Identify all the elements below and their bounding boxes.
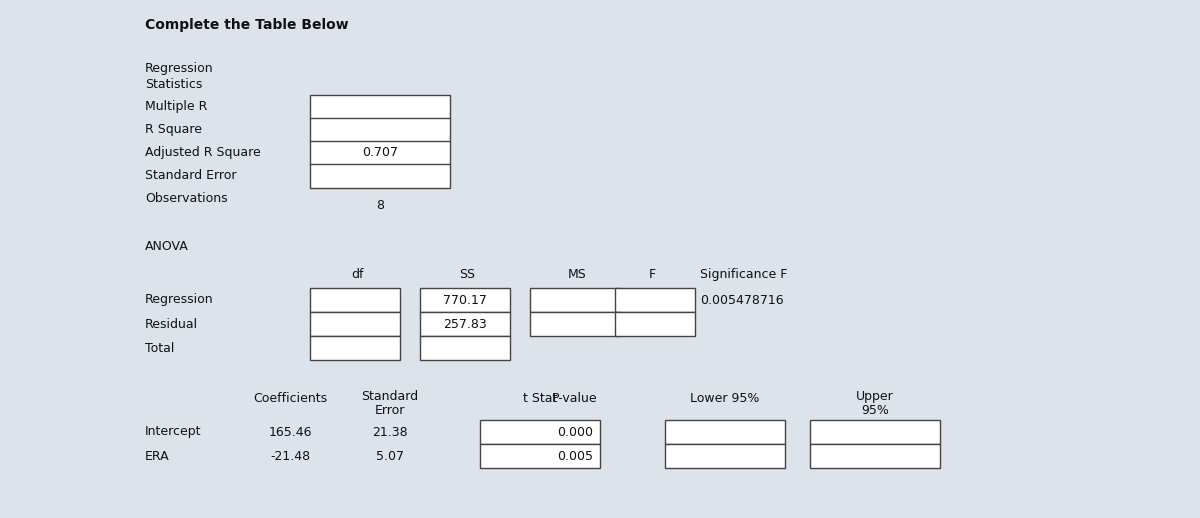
Bar — [530, 288, 620, 312]
Text: 0.005478716: 0.005478716 — [700, 294, 784, 307]
Bar — [810, 420, 940, 444]
Bar — [810, 444, 940, 468]
Text: 5.07: 5.07 — [376, 450, 404, 463]
Text: Standard: Standard — [361, 390, 419, 403]
Bar — [420, 336, 510, 360]
Text: Statistics: Statistics — [145, 78, 203, 91]
Text: Upper: Upper — [856, 390, 894, 403]
Text: P-value: P-value — [552, 392, 598, 405]
Bar — [310, 141, 450, 165]
Text: ERA: ERA — [145, 450, 169, 463]
Text: Total: Total — [145, 341, 174, 354]
Text: 21.38: 21.38 — [372, 425, 408, 439]
Text: Significance F: Significance F — [700, 268, 787, 281]
Text: SS: SS — [460, 268, 475, 281]
Bar — [310, 288, 400, 312]
Text: Regression: Regression — [145, 62, 214, 75]
Bar — [480, 420, 600, 444]
Text: R Square: R Square — [145, 123, 202, 136]
Text: F: F — [649, 268, 656, 281]
Text: Complete the Table Below: Complete the Table Below — [145, 18, 349, 32]
Bar — [480, 444, 600, 468]
Text: Observations: Observations — [145, 192, 228, 205]
Text: MS: MS — [568, 268, 587, 281]
Text: 95%: 95% — [862, 404, 889, 417]
Bar — [616, 288, 695, 312]
Bar — [310, 312, 400, 336]
Bar — [310, 336, 400, 360]
Text: Residual: Residual — [145, 318, 198, 330]
Bar — [420, 288, 510, 312]
Text: 770.17: 770.17 — [443, 294, 487, 307]
Text: 257.83: 257.83 — [443, 318, 487, 330]
Text: Lower 95%: Lower 95% — [690, 392, 760, 405]
Text: Intercept: Intercept — [145, 425, 202, 439]
Text: Error: Error — [374, 404, 406, 417]
Text: 8: 8 — [376, 199, 384, 212]
Text: 0.707: 0.707 — [362, 147, 398, 160]
Text: -21.48: -21.48 — [270, 450, 310, 463]
Text: 0.005: 0.005 — [557, 450, 593, 463]
Bar — [530, 312, 620, 336]
Text: Standard Error: Standard Error — [145, 169, 236, 182]
Text: Regression: Regression — [145, 294, 214, 307]
Text: df: df — [352, 268, 364, 281]
Bar — [310, 164, 450, 188]
Text: Adjusted R Square: Adjusted R Square — [145, 146, 260, 159]
Text: t Stat: t Stat — [523, 392, 557, 405]
Bar — [665, 444, 785, 468]
Bar — [310, 118, 450, 142]
Bar — [665, 420, 785, 444]
Bar — [310, 95, 450, 119]
Text: 0.000: 0.000 — [557, 425, 593, 439]
Text: Multiple R: Multiple R — [145, 100, 208, 113]
Bar — [420, 312, 510, 336]
Bar — [616, 312, 695, 336]
Text: 165.46: 165.46 — [269, 425, 312, 439]
Text: ANOVA: ANOVA — [145, 240, 188, 253]
Text: Coefficients: Coefficients — [253, 392, 328, 405]
